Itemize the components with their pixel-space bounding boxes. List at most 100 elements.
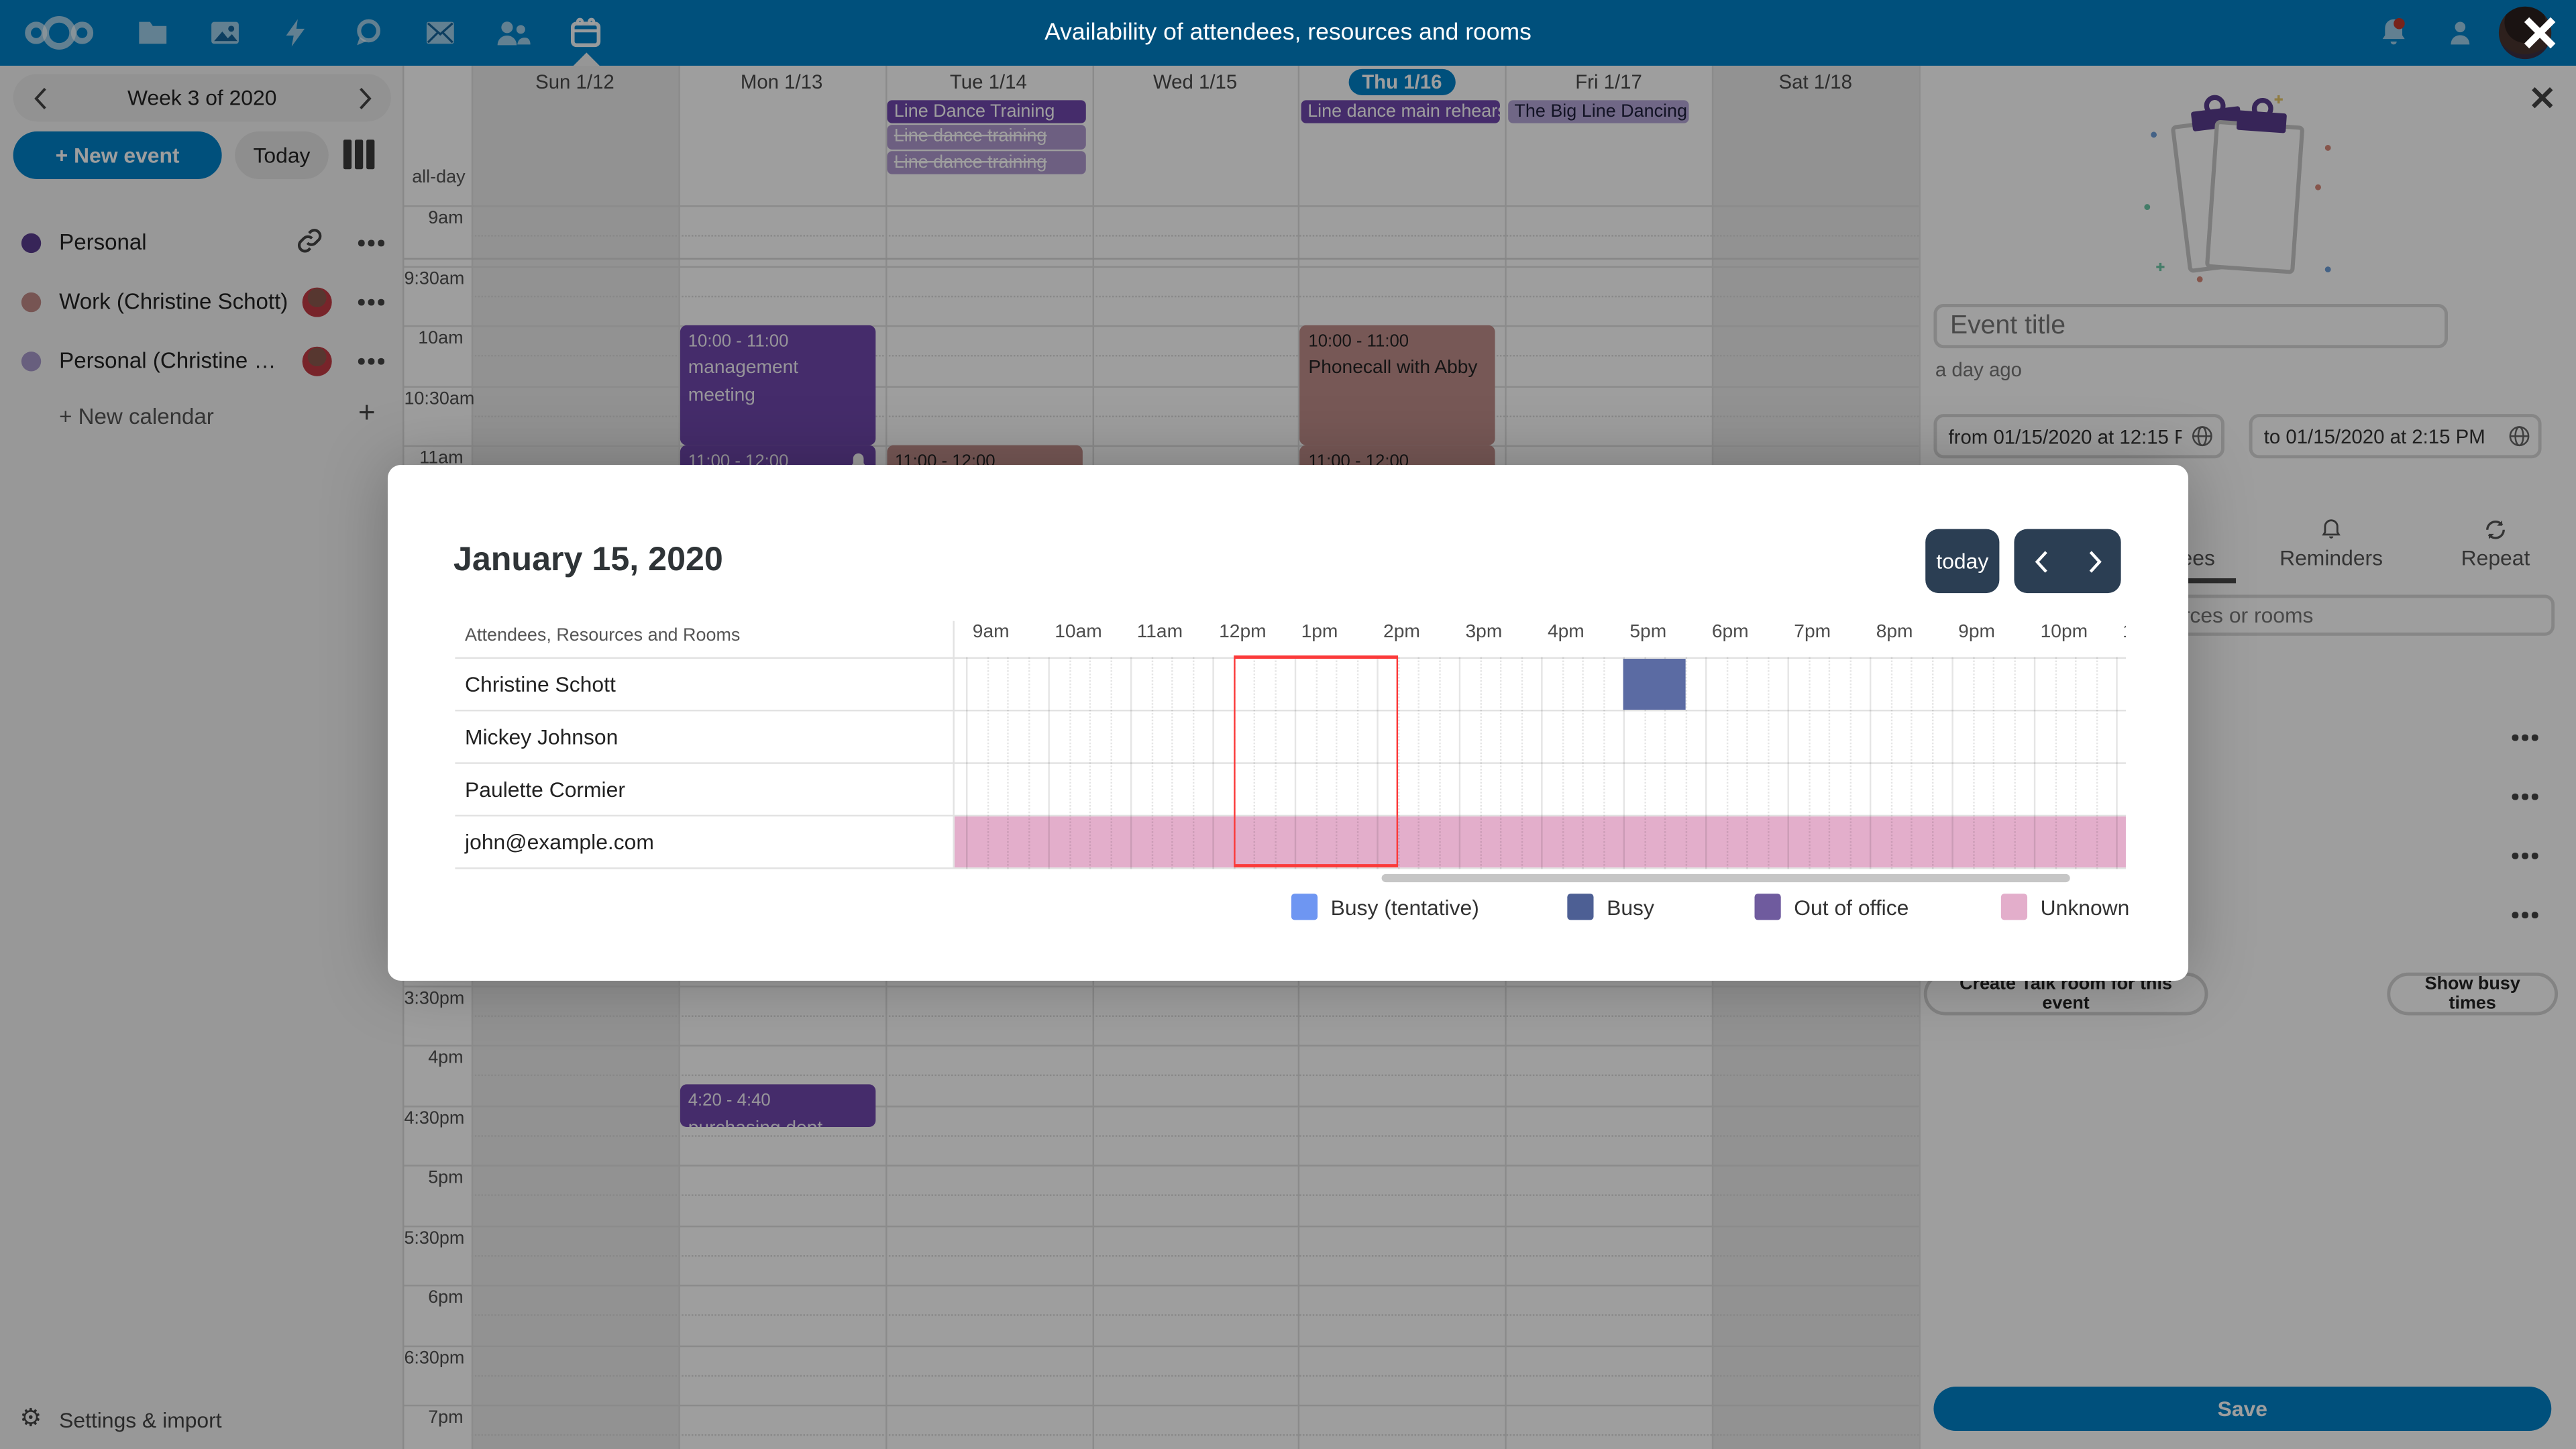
hour-line xyxy=(1130,657,1132,869)
row-border xyxy=(455,762,2126,765)
sidebar-close-icon[interactable] xyxy=(2524,79,2560,115)
new-event-button[interactable]: + New event xyxy=(13,131,222,179)
availability-timeline[interactable]: 9am 10am 11am 12pm 1pm 2pm 3pm 4pm 5pm 6pm 7pm 8pm 9… xyxy=(954,618,2126,892)
calendar-icon[interactable] xyxy=(549,0,621,66)
quarter-line xyxy=(1644,657,1646,869)
calendar-owner-avatar xyxy=(302,346,332,376)
settings-label: Settings & import xyxy=(59,1407,222,1433)
attendee-menu-button[interactable] xyxy=(2512,912,2538,918)
plus-icon[interactable]: + xyxy=(358,396,376,429)
settings-import-row[interactable]: ⚙ Settings & import xyxy=(0,1397,404,1446)
day-header[interactable]: Sun 1/12 xyxy=(535,70,614,94)
allday-event[interactable]: Line dance training xyxy=(887,150,1086,174)
modal-today-button[interactable]: today xyxy=(1925,529,2000,594)
attendee-row[interactable] xyxy=(1921,772,2576,821)
half-hour-gridline xyxy=(404,1404,1919,1407)
day-header[interactable]: Fri 1/17 xyxy=(1575,70,1642,94)
files-icon[interactable] xyxy=(117,0,189,66)
share-link-icon[interactable] xyxy=(296,227,324,255)
hour-line xyxy=(1377,657,1379,869)
quarter-line xyxy=(1561,657,1564,869)
day-header[interactable]: Tue 1/14 xyxy=(949,70,1027,94)
day-header[interactable]: Mon 1/13 xyxy=(740,70,823,94)
week-navigation: Week 3 of 2020 xyxy=(13,74,391,122)
attendee-row[interactable] xyxy=(1921,713,2576,762)
allday-event[interactable]: Line Dance Training xyxy=(887,99,1086,123)
attendee-row[interactable] xyxy=(1921,890,2576,939)
time-axis-label: 2pm xyxy=(1383,623,1420,643)
quarter-line xyxy=(1684,657,1686,869)
attendee-menu-button[interactable] xyxy=(2512,734,2538,741)
next-day-button[interactable] xyxy=(2068,529,2121,594)
timezone-globe-icon[interactable] xyxy=(2192,425,2213,447)
calendar-list-item[interactable]: Personal (Christine Scho… xyxy=(0,332,404,391)
timed-event[interactable]: 10:00 - 11:00 management meeting xyxy=(680,325,875,445)
show-busy-times-button[interactable]: Show busy times xyxy=(2387,972,2559,1016)
half-hour-gridline xyxy=(404,1344,1919,1346)
attendee-menu-button[interactable] xyxy=(2512,793,2538,800)
contacts-icon[interactable] xyxy=(476,0,549,66)
quarter-line xyxy=(2013,657,2015,869)
time-axis-label: 8pm xyxy=(1876,623,1913,643)
mail-icon[interactable] xyxy=(404,0,476,66)
calendar-list-item[interactable]: Personal xyxy=(0,213,404,272)
calendar-list-item[interactable]: Work (Christine Schott) xyxy=(0,273,404,332)
day-header[interactable]: Thu 1/16 xyxy=(1299,68,1505,96)
quarter-hour-gridline xyxy=(471,295,1919,297)
attendee-menu-button[interactable] xyxy=(2512,853,2538,859)
next-week-button[interactable] xyxy=(341,74,388,121)
gear-icon: ⚙ xyxy=(19,1404,42,1433)
contacts-menu-icon[interactable] xyxy=(2426,0,2492,66)
timed-event[interactable]: 4:20 - 4:40 purchasing dept xyxy=(680,1085,875,1128)
timed-event[interactable]: 10:00 - 11:00 Phonecall with Abby xyxy=(1300,325,1496,445)
quarter-hour-gridline xyxy=(471,1075,1919,1077)
event-title-label: purchasing dept xyxy=(688,1115,867,1128)
time-axis-label: 9am xyxy=(972,623,1010,643)
timezone-globe-icon[interactable] xyxy=(2509,425,2530,447)
time-axis-label: 4pm xyxy=(1547,623,1585,643)
new-calendar-row[interactable]: + New calendar + xyxy=(0,391,404,440)
nextcloud-logo-icon[interactable] xyxy=(23,0,95,66)
quarter-hour-gridline xyxy=(471,1434,1919,1437)
activity-icon[interactable] xyxy=(260,0,332,66)
previous-day-button[interactable] xyxy=(2014,529,2068,594)
legend-label: Unknown xyxy=(2040,894,2130,920)
day-header[interactable]: Sat 1/18 xyxy=(1778,70,1852,94)
allday-event[interactable]: Line dance main rehearsal xyxy=(1301,99,1500,123)
allday-event[interactable]: Line dance training xyxy=(887,125,1086,149)
quarter-line xyxy=(1890,657,1892,869)
event-title-input[interactable] xyxy=(1933,304,2448,349)
photos-icon[interactable] xyxy=(189,0,262,66)
half-hour-gridline xyxy=(404,1224,1919,1227)
previous-week-button[interactable] xyxy=(16,74,62,121)
quarter-line xyxy=(2095,657,2098,869)
modal-attendee-name: Paulette Cormier xyxy=(465,776,625,802)
tab-reminders[interactable]: Reminders xyxy=(2249,517,2414,583)
time-axis-label: 11pm xyxy=(2123,623,2126,642)
quarter-line xyxy=(1110,657,1112,869)
attendee-row[interactable] xyxy=(1921,831,2576,880)
to-datetime-input[interactable] xyxy=(2249,414,2542,459)
from-datetime-field[interactable] xyxy=(1933,414,2224,459)
calendar-menu-button[interactable] xyxy=(358,358,384,364)
horizontal-scrollbar[interactable] xyxy=(1381,873,2070,883)
day-header[interactable]: Wed 1/15 xyxy=(1152,70,1238,94)
calendar-menu-button[interactable] xyxy=(358,239,384,246)
allday-event[interactable]: The Big Line Dancing Show xyxy=(1507,99,1689,123)
notifications-bell-icon[interactable] xyxy=(2361,0,2426,66)
to-datetime-field[interactable] xyxy=(2249,414,2542,459)
view-toggle-button[interactable] xyxy=(343,140,375,170)
tab-repeat[interactable]: Repeat xyxy=(2414,517,2576,583)
quarter-line xyxy=(2054,657,2056,869)
quarter-line xyxy=(1766,657,1769,869)
calendar-menu-button[interactable] xyxy=(358,299,384,305)
save-button[interactable]: Save xyxy=(1933,1386,2552,1432)
talk-icon[interactable] xyxy=(332,0,405,66)
today-button[interactable]: Today xyxy=(235,131,329,179)
modal-close-icon[interactable] xyxy=(2515,8,2564,57)
busy-block xyxy=(1623,657,1685,709)
hour-line xyxy=(1458,657,1461,869)
calendar-owner-avatar xyxy=(302,287,332,317)
gutter-time-label: 4pm xyxy=(428,1048,464,1068)
from-datetime-input[interactable] xyxy=(1933,414,2224,459)
